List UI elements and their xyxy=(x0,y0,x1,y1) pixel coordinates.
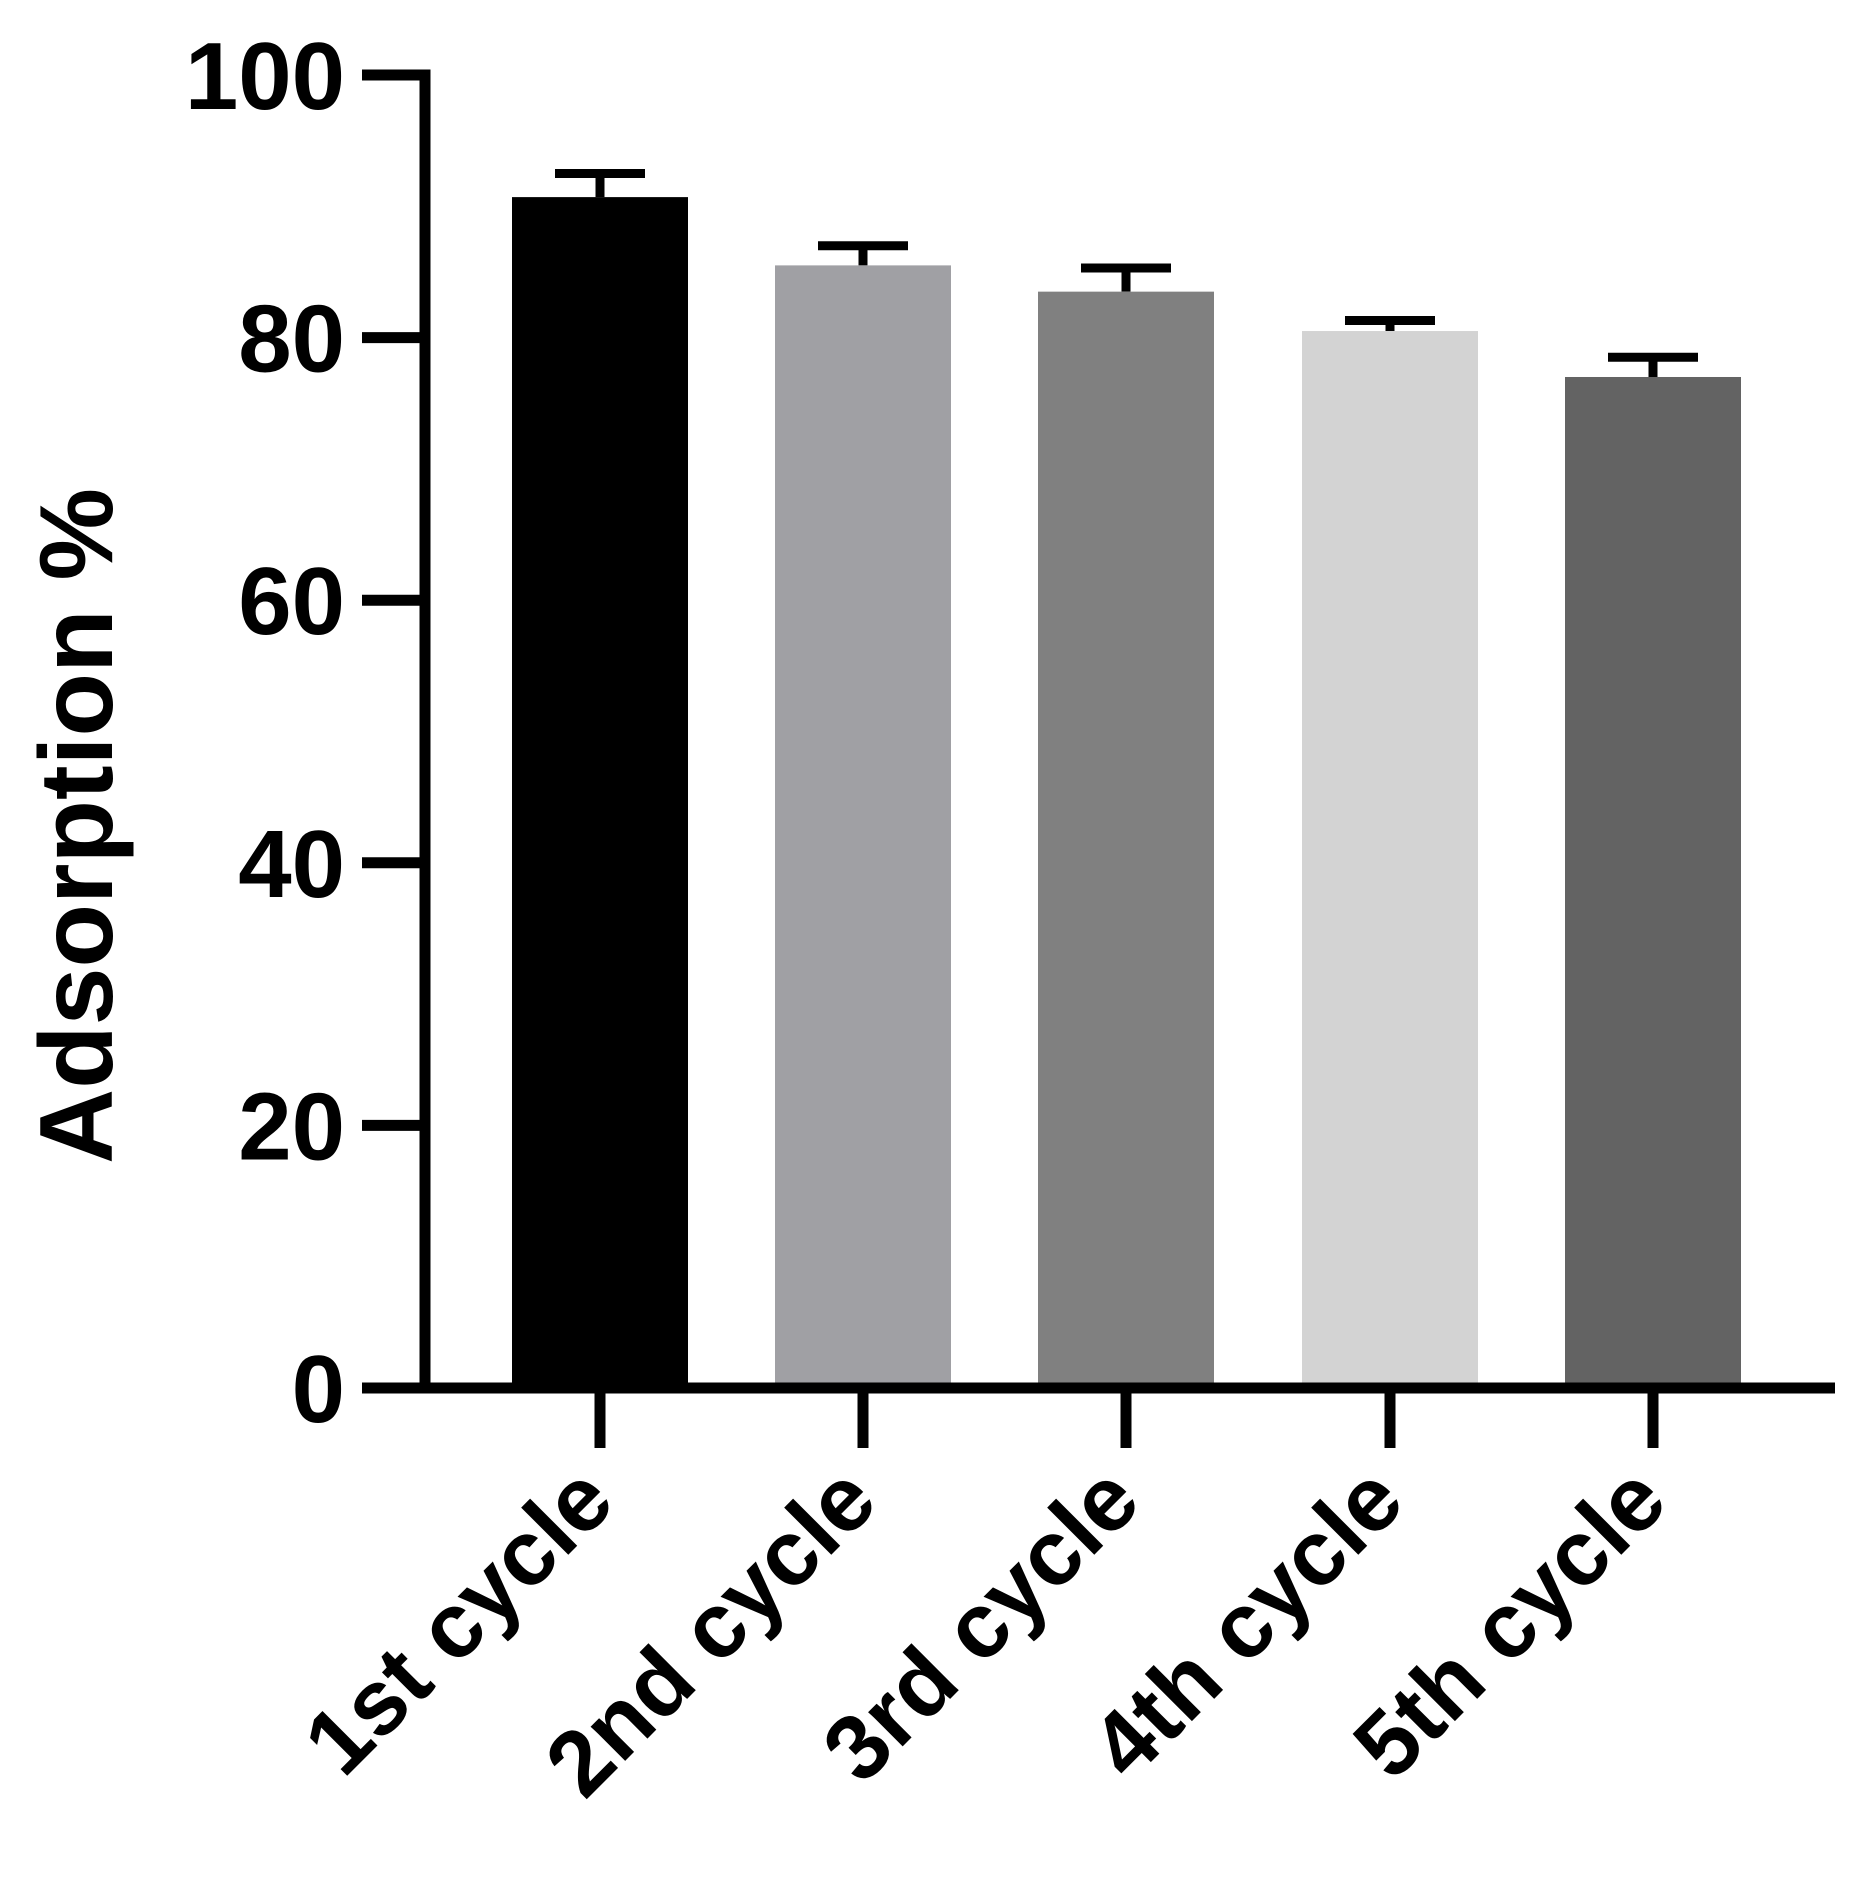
y-axis-label-group: Adsorption % xyxy=(19,488,135,1164)
bar xyxy=(1565,376,1741,1388)
bar xyxy=(1038,291,1214,1388)
y-tick-label: 100 xyxy=(185,23,345,130)
y-tick-label: 0 xyxy=(292,1336,345,1443)
y-tick-label: 60 xyxy=(238,548,345,655)
y-tick-label: 20 xyxy=(238,1073,345,1180)
bar xyxy=(775,265,951,1388)
bar xyxy=(512,197,688,1388)
y-axis-label: Adsorption % xyxy=(19,488,135,1164)
y-tick-label: 80 xyxy=(238,286,345,393)
bar xyxy=(1302,331,1478,1388)
y-tick-label: 40 xyxy=(238,811,345,918)
